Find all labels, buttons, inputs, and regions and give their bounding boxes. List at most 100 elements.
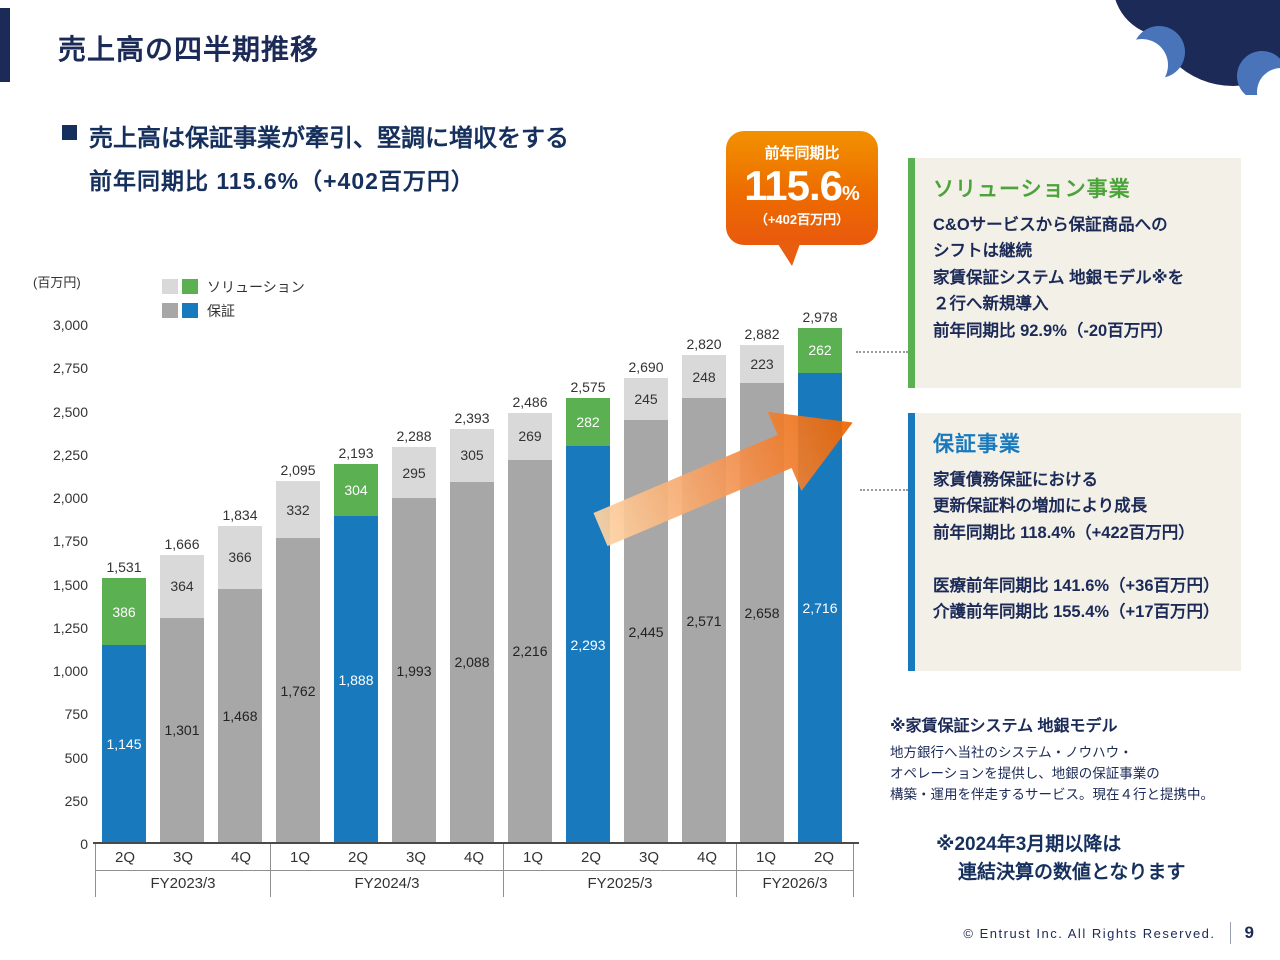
- y-tick-label: 3,000: [52, 317, 88, 333]
- segment-guarantee: 1,301: [160, 617, 204, 843]
- bottom-note-line1: ※2024年3月期以降は: [936, 834, 1122, 855]
- y-tick-label: 2,500: [52, 403, 88, 420]
- text-line: オペレーションを提供し、地銀の保証事業の: [890, 765, 1160, 781]
- quarter-label: 2Q: [813, 849, 834, 866]
- headline-line1-text: 売上高は保証事業が牽引、堅調に増収をする: [89, 125, 569, 152]
- text-line: 前年同期比 118.4%（+422百万円）: [933, 523, 1195, 542]
- bar-FY2023/3-3Q: 1,666 364 1,301: [153, 507, 211, 843]
- y-axis: 0 250 500 750 1,000 1,250 1,500 1,750 2,000 2,250…: [18, 317, 88, 852]
- quarter-row: 1Q 2Q: [737, 844, 853, 871]
- quarter-label: 2Q: [347, 849, 368, 866]
- y-tick-label: 1,250: [52, 619, 88, 636]
- text-line: 構築・運用を伴走するサービス。現在４行と提携中。: [890, 786, 1214, 802]
- yoy-badge-value: 115.6%: [726, 163, 878, 208]
- bar-total-label: 2,690: [628, 358, 664, 375]
- text-line: 前年同期比 92.9%（-20百万円）: [933, 321, 1174, 340]
- legend-row: 保証: [162, 300, 305, 321]
- decoration-circle: [1257, 68, 1280, 95]
- bar-stack: 269 2,216: [508, 413, 552, 843]
- bar-total-label: 1,666: [164, 535, 200, 552]
- growth-arrow: [593, 411, 853, 547]
- headline-line1: 売上高は保証事業が牽引、堅調に増収をする: [62, 118, 569, 153]
- y-tick-label: 1,750: [52, 533, 88, 550]
- bar-FY2024/3-3Q: 2,288 295 1,993: [385, 410, 443, 843]
- page-number: 9: [1244, 923, 1254, 942]
- segment-guarantee: 1,888: [334, 516, 378, 843]
- footer: © Entrust Inc. All Rights Reserved. 9: [963, 922, 1254, 944]
- segment-solution: 282: [566, 397, 610, 447]
- bar-FY2024/3-4Q: 2,393 305 2,088: [443, 410, 501, 843]
- bar-total-label: 2,882: [744, 325, 780, 342]
- y-tick-label: 750: [64, 706, 88, 723]
- segment-guarantee: 1,993: [392, 498, 436, 843]
- growth-arrow-shape: [593, 411, 853, 547]
- bar-stack: 364 1,301: [160, 554, 204, 843]
- segment-solution: 295: [392, 447, 436, 499]
- chart-plot-area: 1,531 386 1,145 1,666 364 1,301 1,834 366 1,468 2…: [95, 309, 857, 843]
- footnote-body: 地方銀行へ当社のシステム・ノウハウ・ オペレーションを提供し、地銀の保証事業の 構築…: [890, 743, 1250, 806]
- panel-guarantee-body: 家賃債務保証における 更新保証料の増加により成長 前年同期比 118.4%（+422…: [933, 467, 1225, 625]
- bar-group-FY2026/3: 2,882 223 2,658 2,978 262 2,716: [733, 309, 849, 843]
- segment-solution: 223: [740, 344, 784, 384]
- chart-legend: ソリューション 保証: [162, 276, 305, 324]
- legend-swatch: [162, 279, 178, 294]
- panel-guarantee: 保証事業 家賃債務保証における 更新保証料の増加により成長 前年同期比 118.4%…: [908, 413, 1241, 671]
- yoy-badge-number: 115.6: [744, 162, 843, 209]
- quarter-row: 1Q 2Q 3Q 4Q: [504, 844, 736, 871]
- y-tick-label: 2,750: [52, 360, 88, 377]
- quarter-row: 1Q 2Q 3Q 4Q: [271, 844, 503, 871]
- segment-solution: 269: [508, 413, 552, 460]
- fiscal-year-label: FY2024/3: [354, 875, 420, 892]
- quarter-label: 1Q: [289, 849, 310, 866]
- fiscal-year-label: FY2026/3: [762, 875, 828, 892]
- y-axis-unit-label: (百万円): [33, 275, 81, 290]
- text-line: 家賃保証システム 地銀モデル※を: [933, 268, 1185, 287]
- quarter-label: 1Q: [522, 849, 543, 866]
- legend-swatch: [162, 303, 178, 318]
- yoy-badge-pointer: [776, 241, 801, 266]
- legend-row: ソリューション: [162, 276, 305, 297]
- y-tick-label: 2,250: [52, 446, 88, 463]
- bar-total-label: 2,978: [802, 308, 838, 325]
- bar-group-FY2023/3: 1,531 386 1,145 1,666 364 1,301 1,834 366 1,468: [95, 507, 269, 843]
- segment-solution: 305: [450, 429, 494, 482]
- panel-guarantee-title: 保証事業: [933, 433, 1021, 456]
- bar-total-label: 2,095: [280, 461, 316, 478]
- x-axis-group-FY2024/3: 1Q 2Q 3Q 4Q FY2024/3: [270, 844, 503, 897]
- segment-guarantee: 2,088: [450, 481, 494, 843]
- bar-FY2023/3-4Q: 1,834 366 1,468: [211, 507, 269, 843]
- x-axis: 2Q 3Q 4Q FY2023/3 1Q 2Q 3Q 4Q FY2024/3 1Q 2Q 3Q 4Q FY…: [95, 844, 854, 897]
- headline-line2: 前年同期比 115.6%（+402百万円）: [89, 168, 475, 194]
- yoy-badge-label: 前年同期比: [764, 145, 840, 162]
- bar-stack: 245 2,445: [624, 377, 668, 843]
- fiscal-year-label: FY2023/3: [150, 875, 216, 892]
- bar-stack: 386 1,145: [102, 578, 146, 843]
- bottom-note-line2: 連結決算の数値となります: [958, 861, 1186, 883]
- bar-stack: 366 1,468: [218, 525, 262, 843]
- bar-stack: 295 1,993: [392, 447, 436, 843]
- segment-solution: 304: [334, 463, 378, 517]
- x-axis-group-FY2023/3: 2Q 3Q 4Q FY2023/3: [95, 844, 270, 897]
- bar-total-label: 1,834: [222, 506, 258, 523]
- bar-FY2024/3-2Q: 2,193 304 1,888: [327, 410, 385, 843]
- connector-guarantee: [860, 489, 908, 491]
- bar-total-label: 2,393: [454, 410, 490, 427]
- bar-group-FY2024/3: 2,095 332 1,762 2,193 304 1,888 2,288 295 1,993 2…: [269, 410, 501, 843]
- title-accent-bar: [0, 8, 10, 82]
- bar-stack: 304 1,888: [334, 463, 378, 843]
- text-line: シフトは継続: [933, 242, 1032, 261]
- bar-FY2025/3-1Q: 2,486 269 2,216: [501, 336, 559, 843]
- segment-solution: 262: [798, 327, 842, 374]
- x-axis-group-FY2025/3: 1Q 2Q 3Q 4Q FY2025/3: [503, 844, 736, 897]
- segment-solution: 386: [102, 578, 146, 645]
- y-tick-label: 250: [64, 792, 88, 809]
- quarter-label: 4Q: [463, 849, 484, 866]
- legend-swatch: [182, 279, 198, 294]
- text-line: 更新保証料の増加により成長: [933, 497, 1148, 516]
- decoration-circle: [1115, 0, 1215, 36]
- footer-copyright: © Entrust Inc. All Rights Reserved.: [963, 925, 1216, 941]
- quarter-label: 4Q: [696, 849, 717, 866]
- segment-solution: 332: [276, 480, 320, 539]
- text-line: 介護前年同期比 155.4%（+17百万円）: [933, 602, 1220, 621]
- text-line: ２行へ新規導入: [933, 295, 1049, 314]
